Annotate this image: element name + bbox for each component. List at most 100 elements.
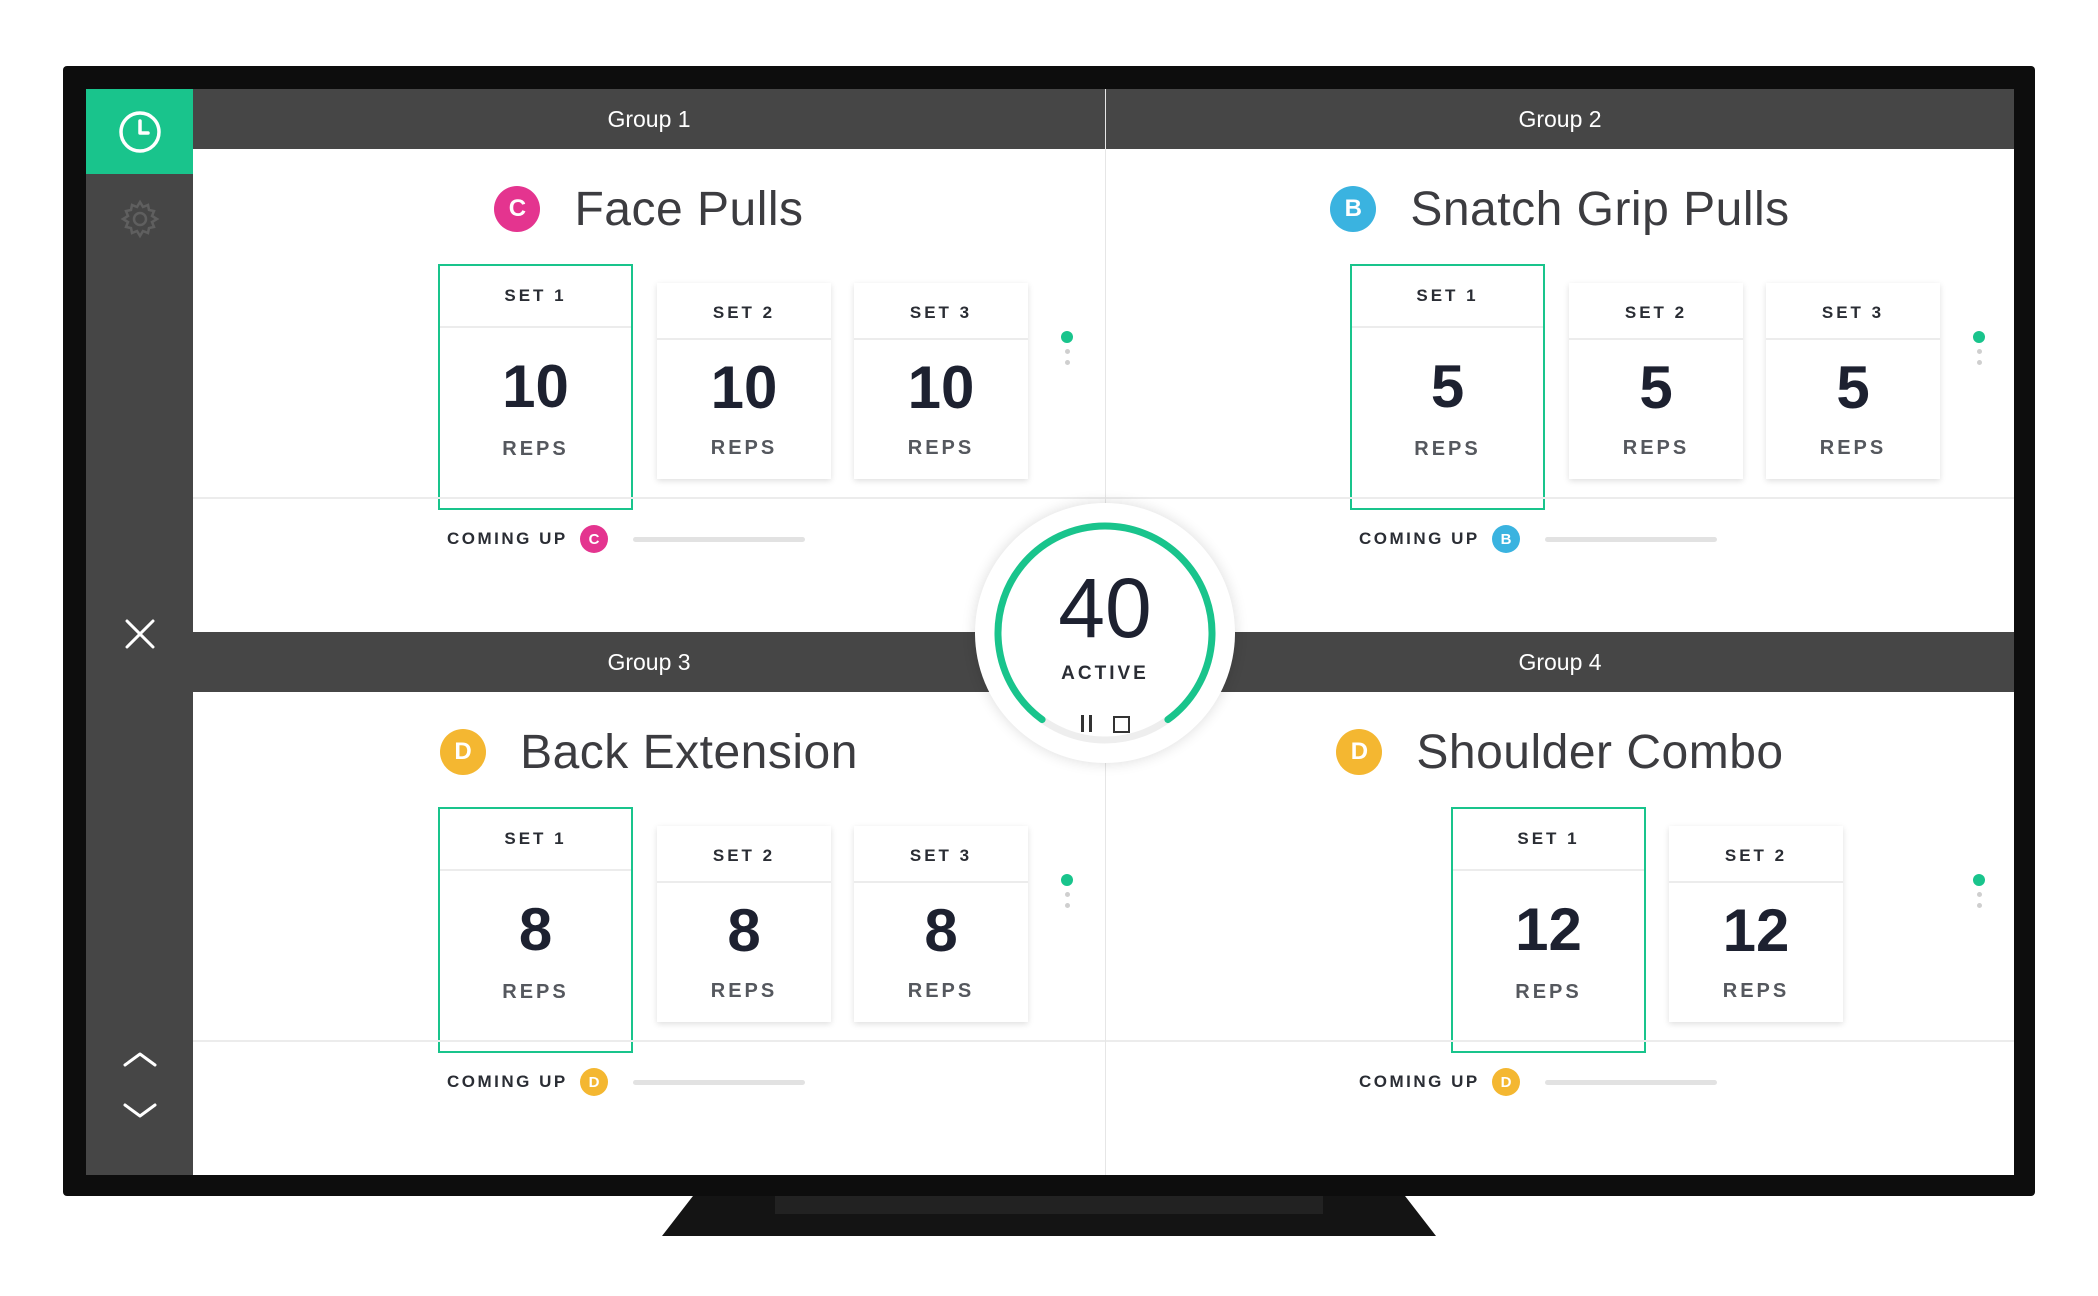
set-divider [1453, 869, 1644, 871]
coming-up-row: COMING UP D [1106, 1040, 2014, 1120]
reps-unit: REPS [1414, 438, 1481, 460]
page-indicator [1060, 331, 1074, 365]
reps-count: 12 [1515, 896, 1582, 963]
set-divider [440, 326, 631, 328]
group-panel-3: Group 3 D Back Extension SET 1 8 REPS SE… [193, 632, 1105, 1175]
coming-up-badge: D [580, 1068, 608, 1096]
set-divider [657, 338, 831, 340]
coming-up-bar [633, 537, 805, 542]
chevron-down-icon [123, 1103, 156, 1118]
set-card-1[interactable]: SET 1 8 REPS [438, 807, 633, 1053]
set-card-2[interactable]: SET 2 5 REPS [1569, 283, 1743, 479]
rest-timer: 40 ACTIVE [975, 503, 1235, 763]
page-dot-active [1973, 331, 1985, 343]
page-dot-active [1061, 331, 1073, 343]
page-indicator [1972, 874, 1986, 908]
group-header: Group 4 [1106, 632, 2014, 692]
set-label: SET 3 [909, 303, 973, 322]
set-card-3[interactable]: SET 3 10 REPS [854, 283, 1028, 479]
set-divider [854, 338, 1028, 340]
page-dot-active [1973, 874, 1985, 886]
exercise-title-row: D Shoulder Combo [1106, 717, 2014, 787]
set-card-2[interactable]: SET 2 12 REPS [1669, 826, 1843, 1022]
exercise-name: Shoulder Combo [1416, 725, 1784, 779]
coming-up-bar [1545, 537, 1717, 542]
set-label: SET 1 [1416, 286, 1479, 305]
coming-up-label: COMING UP [447, 1072, 568, 1091]
group-header: Group 3 [193, 632, 1105, 692]
set-card-3[interactable]: SET 3 8 REPS [854, 826, 1028, 1022]
set-divider [1669, 881, 1843, 883]
set-label: SET 2 [712, 846, 776, 865]
scroll-down-button[interactable] [86, 1091, 193, 1131]
set-label: SET 1 [504, 829, 567, 848]
set-label: SET 1 [1517, 829, 1580, 848]
page-dot [1064, 360, 1070, 365]
group-panel-2: Group 2 B Snatch Grip Pulls SET 1 5 REPS… [1106, 89, 2014, 632]
set-card-1[interactable]: SET 1 5 REPS [1350, 264, 1545, 510]
page-indicator [1972, 331, 1986, 365]
coming-up-badge: D [1492, 1068, 1520, 1096]
set-card-2[interactable]: SET 2 10 REPS [657, 283, 831, 479]
timer-progress-arc [994, 522, 1216, 724]
reps-unit: REPS [502, 981, 569, 1003]
set-label: SET 2 [1624, 303, 1688, 322]
coming-up-row: COMING UP C [193, 497, 1105, 577]
set-divider [1766, 338, 1940, 340]
set-label: SET 3 [1821, 303, 1885, 322]
exercise-title-row: C Face Pulls [193, 174, 1105, 244]
timer-progress-ring [994, 522, 1216, 744]
timer-status: ACTIVE [1061, 663, 1149, 684]
reps-unit: REPS [1819, 437, 1887, 459]
tv-screen: Group 1 C Face Pulls SET 1 10 REPS SET 2… [86, 89, 2014, 1175]
group-panel-4: Group 4 D Shoulder Combo SET 1 12 REPS S… [1106, 632, 2014, 1175]
timer-nav-button[interactable] [86, 89, 193, 174]
set-label: SET 2 [1724, 846, 1788, 865]
reps-unit: REPS [1622, 437, 1690, 459]
settings-button[interactable] [86, 189, 193, 249]
reps-count: 10 [710, 354, 778, 421]
coming-up-badge: C [580, 525, 608, 553]
coming-up-label: COMING UP [1359, 1072, 1480, 1091]
set-card-1[interactable]: SET 1 10 REPS [438, 264, 633, 510]
tv-stand-base [775, 1196, 1323, 1214]
reps-unit: REPS [1515, 981, 1582, 1003]
reps-count: 8 [518, 896, 553, 963]
reps-unit: REPS [710, 437, 778, 459]
page-dot [1976, 360, 1982, 365]
exercise-name: Face Pulls [574, 182, 804, 236]
group-header: Group 1 [193, 89, 1105, 149]
page-dot [1976, 892, 1982, 897]
close-button[interactable] [86, 604, 193, 664]
set-divider [440, 869, 631, 871]
reps-count: 5 [1639, 354, 1673, 421]
set-label: SET 1 [504, 286, 567, 305]
exercise-title-row: D Back Extension [193, 717, 1105, 787]
reps-unit: REPS [710, 980, 778, 1002]
set-label: SET 3 [909, 846, 973, 865]
page-dot [1064, 892, 1070, 897]
reps-count: 12 [1722, 897, 1790, 964]
chevron-up-icon [123, 1052, 156, 1067]
close-icon [125, 619, 154, 649]
page-dot [1976, 349, 1982, 354]
coming-up-label: COMING UP [447, 529, 568, 548]
coming-up-bar [633, 1080, 805, 1085]
coming-up-label: COMING UP [1359, 529, 1480, 548]
exercise-badge: D [440, 729, 487, 775]
pause-icon[interactable] [1081, 715, 1095, 733]
stop-icon[interactable] [1113, 716, 1130, 733]
coming-up-row: COMING UP D [193, 1040, 1105, 1120]
scroll-up-button[interactable] [86, 1039, 193, 1079]
reps-count: 5 [1836, 354, 1870, 421]
set-card-2[interactable]: SET 2 8 REPS [657, 826, 831, 1022]
exercise-name: Snatch Grip Pulls [1410, 182, 1790, 236]
exercise-title-row: B Snatch Grip Pulls [1106, 174, 2014, 244]
set-card-3[interactable]: SET 3 5 REPS [1766, 283, 1940, 479]
gear-icon [120, 199, 159, 239]
page-dot [1976, 903, 1982, 908]
set-label: SET 2 [712, 303, 776, 322]
set-divider [657, 881, 831, 883]
reps-unit: REPS [907, 980, 975, 1002]
set-card-1[interactable]: SET 1 12 REPS [1451, 807, 1646, 1053]
